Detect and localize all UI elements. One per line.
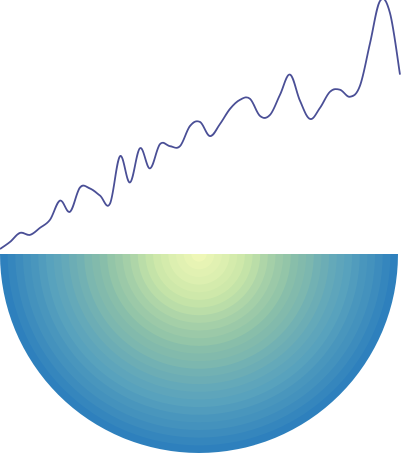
line-series-path <box>0 0 401 250</box>
ring-segment <box>183 254 215 270</box>
radial-ring-chart <box>0 254 398 453</box>
line-chart <box>0 0 401 250</box>
line-series-group <box>0 0 401 250</box>
ring-group <box>0 254 398 453</box>
ring-segment <box>191 254 207 262</box>
